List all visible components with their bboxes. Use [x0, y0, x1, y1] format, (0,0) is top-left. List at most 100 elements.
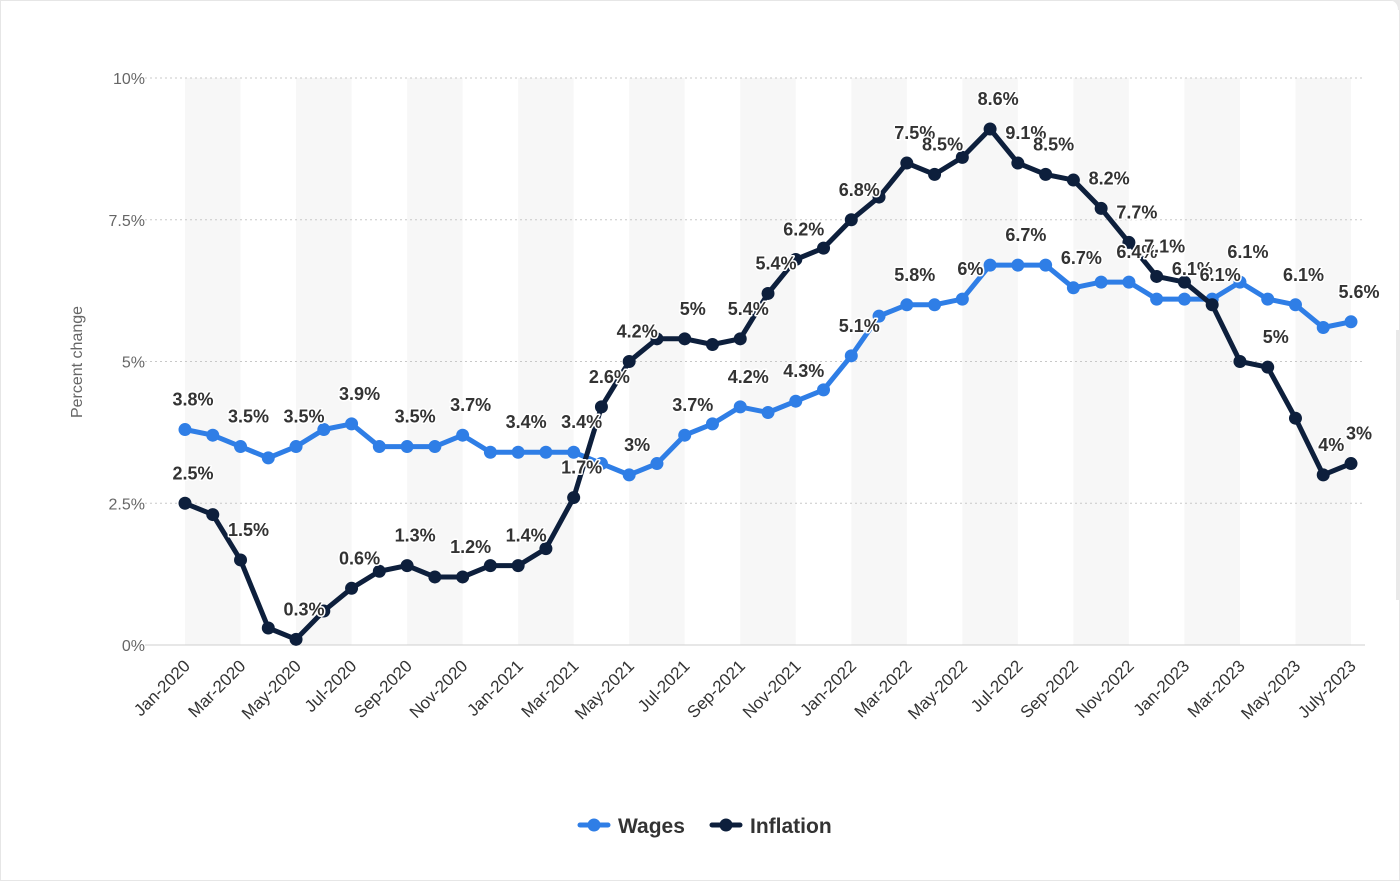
inflation-point[interactable]: [622, 355, 636, 368]
wages-point[interactable]: [1261, 292, 1275, 306]
inflation-point[interactable]: [1205, 298, 1219, 312]
y-tick-label: 10%: [113, 71, 145, 88]
inflation-point[interactable]: [1066, 173, 1080, 187]
inflation-point[interactable]: [900, 156, 914, 170]
wages-point[interactable]: [928, 298, 942, 312]
wages-point[interactable]: [234, 440, 248, 454]
inflation-point[interactable]: [872, 190, 886, 204]
inflation-point[interactable]: [1011, 156, 1025, 170]
wages-point[interactable]: [345, 417, 359, 431]
inflation-point[interactable]: [955, 150, 969, 164]
inflation-point[interactable]: [567, 491, 581, 505]
inflation-point[interactable]: [206, 508, 220, 522]
inflation-point[interactable]: [345, 581, 359, 595]
wages-point[interactable]: [567, 445, 581, 459]
wages-point[interactable]: [289, 440, 303, 454]
inflation-point[interactable]: [678, 332, 692, 346]
y-axis-label: Percent change: [69, 306, 86, 418]
wages-point[interactable]: [872, 309, 886, 323]
inflation-data-label: 7.5%: [894, 123, 935, 143]
wages-point[interactable]: [955, 292, 969, 306]
wages-point[interactable]: [483, 445, 497, 459]
inflation-point[interactable]: [1094, 201, 1108, 215]
wages-data-label: 3.4%: [506, 412, 547, 432]
wages-point[interactable]: [206, 428, 220, 442]
inflation-point[interactable]: [733, 332, 747, 346]
inflation-point[interactable]: [456, 570, 470, 584]
inflation-point[interactable]: [1039, 167, 1053, 181]
inflation-data-label: 9.1%: [1005, 123, 1046, 143]
legend-item-wages[interactable]: Wages: [577, 815, 685, 838]
wages-point[interactable]: [1344, 315, 1358, 329]
wages-point[interactable]: [372, 440, 386, 454]
wages-point[interactable]: [1011, 258, 1025, 272]
wages-point[interactable]: [539, 445, 553, 459]
wages-point[interactable]: [511, 445, 525, 459]
x-tick-label: Jan-2023: [1130, 656, 1194, 720]
inflation-point[interactable]: [844, 213, 858, 227]
inflation-point[interactable]: [594, 400, 608, 414]
wages-point[interactable]: [178, 423, 192, 437]
inflation-point[interactable]: [483, 559, 497, 573]
wages-point[interactable]: [1233, 275, 1247, 289]
wages-point[interactable]: [1288, 298, 1302, 312]
inflation-point[interactable]: [1177, 275, 1191, 289]
wages-point[interactable]: [1039, 258, 1053, 272]
wages-data-label: 6.1%: [1283, 265, 1324, 285]
wages-point[interactable]: [1316, 320, 1330, 334]
inflation-point[interactable]: [539, 542, 553, 556]
wages-point[interactable]: [261, 451, 275, 465]
wages-point[interactable]: [1150, 292, 1164, 306]
wages-point[interactable]: [761, 406, 775, 420]
inflation-point[interactable]: [983, 122, 997, 136]
wages-point[interactable]: [1094, 275, 1108, 289]
inflation-point[interactable]: [705, 337, 719, 351]
wages-point[interactable]: [400, 440, 414, 454]
inflation-point[interactable]: [178, 496, 192, 510]
inflation-point[interactable]: [817, 241, 831, 255]
inflation-point[interactable]: [650, 332, 664, 346]
wages-point[interactable]: [456, 428, 470, 442]
inflation-point[interactable]: [761, 286, 775, 300]
wages-point[interactable]: [733, 400, 747, 414]
inflation-point[interactable]: [1316, 468, 1330, 482]
wages-point[interactable]: [705, 417, 719, 431]
wages-point[interactable]: [622, 468, 636, 482]
wages-point[interactable]: [900, 298, 914, 312]
inflation-point[interactable]: [261, 621, 275, 635]
inflation-point[interactable]: [1344, 457, 1358, 471]
wages-point[interactable]: [789, 394, 803, 408]
legend-item-inflation[interactable]: Inflation: [709, 815, 832, 838]
inflation-point[interactable]: [428, 570, 442, 584]
wages-point[interactable]: [844, 349, 858, 363]
inflation-point[interactable]: [789, 252, 803, 266]
inflation-data-label: 1.4%: [506, 526, 547, 546]
inflation-point[interactable]: [511, 559, 525, 573]
data-labels: 3.8% 3.5% 3.5% 3.9% 3.5% 3.7% 3.4% 3.4% 3% 3.7% 4.…: [171, 88, 1381, 621]
inflation-point[interactable]: [317, 604, 331, 618]
inflation-point[interactable]: [289, 632, 303, 646]
inflation-point[interactable]: [372, 564, 386, 578]
inflation-point[interactable]: [1233, 355, 1247, 368]
wages-point[interactable]: [817, 383, 831, 397]
wages-point[interactable]: [1177, 292, 1191, 306]
wages-point[interactable]: [594, 457, 608, 471]
inflation-data-label: 5%: [680, 299, 706, 319]
inflation-point[interactable]: [1288, 411, 1302, 425]
inflation-point[interactable]: [1150, 269, 1164, 283]
inflation-point[interactable]: [400, 559, 414, 573]
wages-point[interactable]: [1066, 281, 1080, 295]
x-tick-label: July-2023: [1294, 656, 1360, 722]
wages-point[interactable]: [317, 423, 331, 437]
wages-point[interactable]: [428, 440, 442, 454]
y-tick-label: 0%: [122, 638, 145, 655]
wages-point[interactable]: [650, 457, 664, 471]
inflation-point[interactable]: [1261, 360, 1275, 374]
inflation-point[interactable]: [928, 167, 942, 181]
wages-point[interactable]: [983, 258, 997, 272]
inflation-point[interactable]: [234, 553, 248, 567]
inflation-data-label: 8.6%: [978, 89, 1019, 109]
wages-point[interactable]: [678, 428, 692, 442]
inflation-point[interactable]: [1122, 235, 1136, 249]
wages-point[interactable]: [1122, 275, 1136, 289]
